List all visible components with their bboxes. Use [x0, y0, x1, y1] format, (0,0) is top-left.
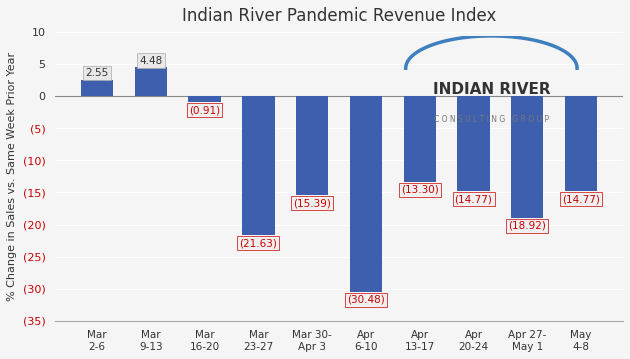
- Bar: [511, 96, 544, 218]
- Y-axis label: % Change in Sales vs. Same Week Prior Year: % Change in Sales vs. Same Week Prior Ye…: [7, 52, 17, 301]
- Bar: [135, 67, 167, 96]
- Bar: [565, 96, 597, 191]
- Bar: [188, 96, 220, 102]
- Bar: [404, 96, 436, 182]
- Bar: [81, 80, 113, 96]
- Text: (15.39): (15.39): [293, 198, 331, 208]
- Text: (18.92): (18.92): [508, 221, 546, 231]
- Text: C O N S U L T I N G   G R O U P: C O N S U L T I N G G R O U P: [434, 115, 549, 125]
- Text: (30.48): (30.48): [347, 295, 385, 305]
- Text: (21.63): (21.63): [239, 238, 277, 248]
- Bar: [243, 96, 275, 235]
- Text: 2.55: 2.55: [86, 68, 108, 78]
- Text: (0.91): (0.91): [189, 105, 220, 115]
- Text: INDIAN RIVER: INDIAN RIVER: [433, 82, 550, 97]
- Text: (14.77): (14.77): [562, 194, 600, 204]
- Bar: [457, 96, 490, 191]
- Bar: [350, 96, 382, 292]
- Bar: [296, 96, 328, 195]
- Text: (13.30): (13.30): [401, 185, 438, 195]
- Title: Indian River Pandemic Revenue Index: Indian River Pandemic Revenue Index: [182, 7, 496, 25]
- Text: (14.77): (14.77): [455, 194, 493, 204]
- Text: 4.48: 4.48: [139, 56, 163, 66]
